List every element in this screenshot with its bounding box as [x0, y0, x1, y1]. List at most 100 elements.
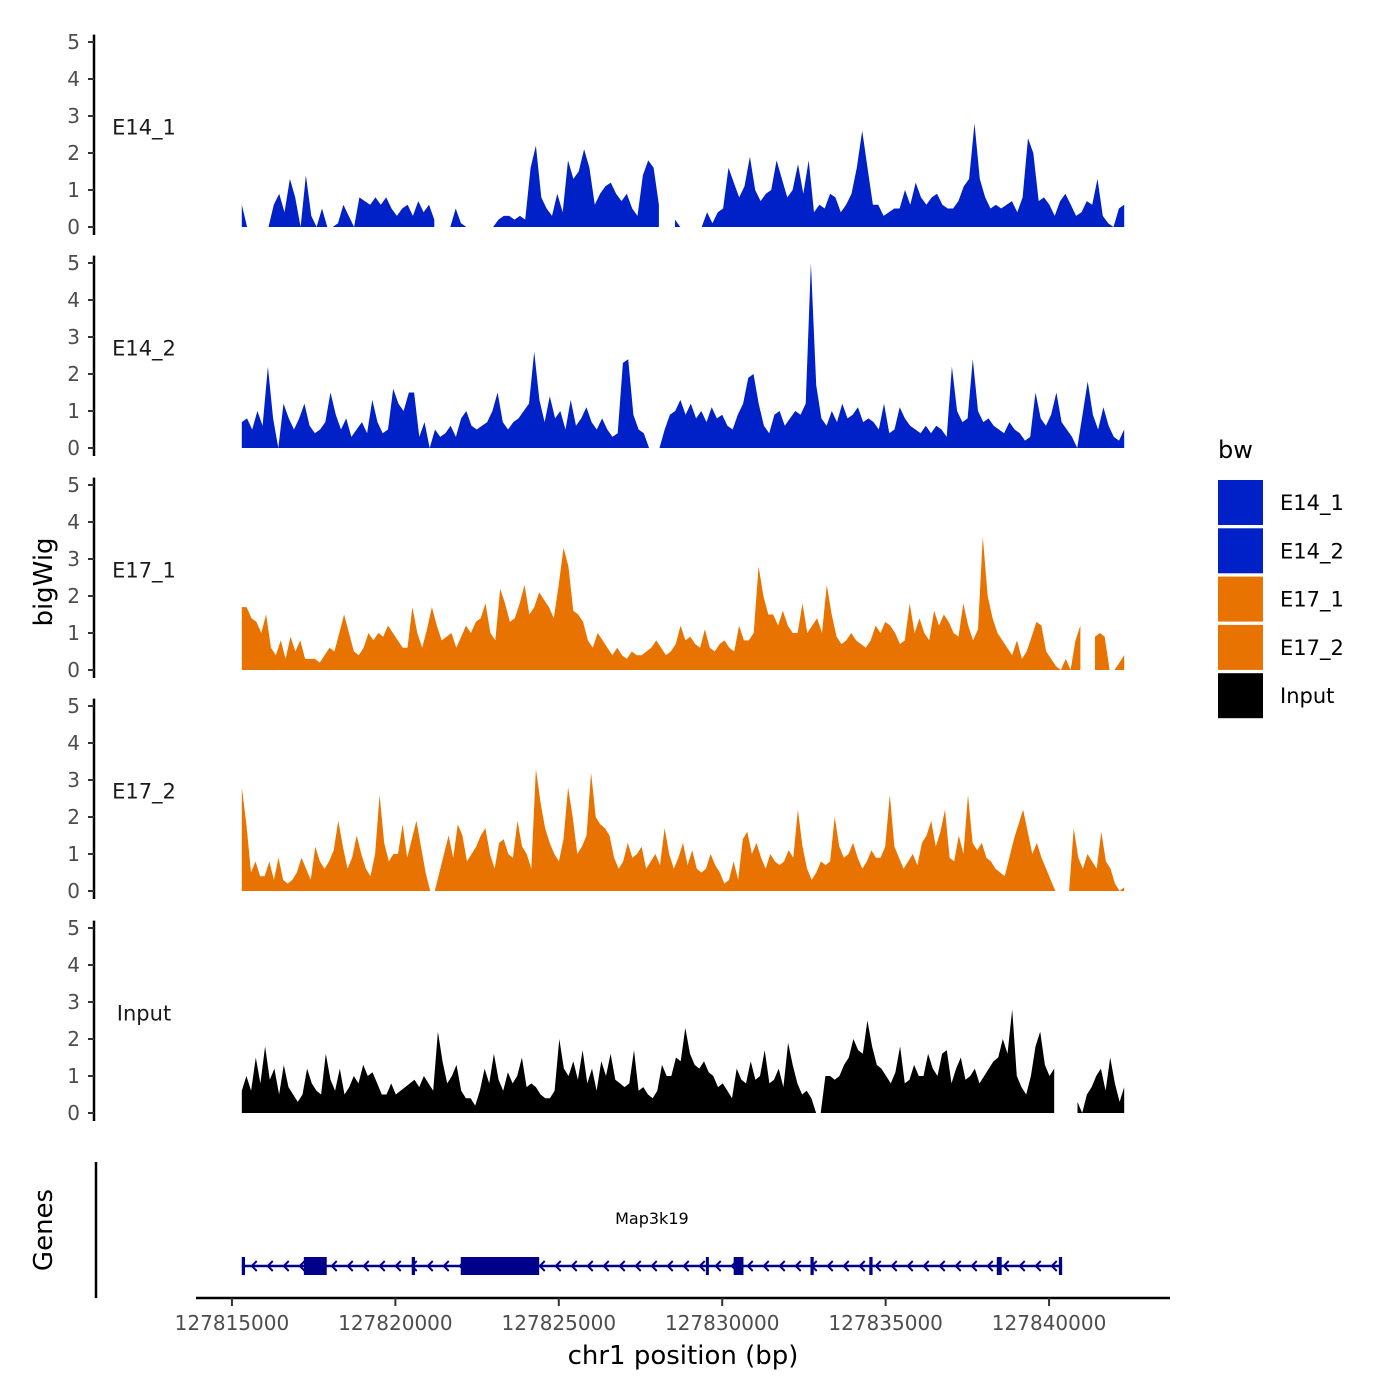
- strand-arrow: [634, 1260, 642, 1272]
- genes-track-title: Genes: [29, 1189, 59, 1271]
- strand-arrow: [874, 1260, 882, 1272]
- strand-arrow: [426, 1260, 434, 1272]
- legend-label: E14_1: [1280, 491, 1344, 516]
- strand-arrow: [282, 1260, 290, 1272]
- track-panel-e14-1: 0 1 2 3 4 5 E14_1: [67, 30, 1125, 239]
- legend: bw E14_1 E14_2 E17_1 E17_2 Input: [1218, 436, 1344, 719]
- strand-arrow: [986, 1260, 994, 1272]
- y-tick-label: 1: [67, 621, 80, 645]
- coverage-area-e14-1: [241, 175, 435, 227]
- y-tick-label: 1: [67, 842, 80, 866]
- y-tick-label: 5: [67, 916, 80, 940]
- gene-exon: [705, 1257, 709, 1275]
- genes-track: Genes Map3k19: [29, 1162, 1063, 1298]
- y-tick-label: 2: [67, 362, 80, 386]
- strand-arrow: [762, 1260, 770, 1272]
- strand-arrow: [666, 1260, 674, 1272]
- strand-arrow: [250, 1260, 258, 1272]
- strand-arrow: [794, 1260, 802, 1272]
- strand-arrow: [714, 1260, 722, 1272]
- legend-entries: E14_1 E14_2 E17_1 E17_2 Input: [1218, 480, 1344, 719]
- y-tick-label: 2: [67, 805, 80, 829]
- coverage-area-e14-1: [675, 123, 1125, 227]
- strand-arrow: [538, 1260, 546, 1272]
- legend-swatch: [1218, 576, 1263, 622]
- strand-arrow: [842, 1260, 850, 1272]
- y-tick-label: 4: [67, 510, 80, 534]
- y-tick-label: 2: [67, 584, 80, 608]
- x-tick-label: 127815000: [175, 1311, 290, 1335]
- y-tick-label: 3: [67, 547, 80, 571]
- legend-swatch: [1218, 624, 1263, 670]
- coverage-area-e17-1: [1095, 633, 1125, 670]
- coverage-area-e14-2: [241, 263, 1125, 448]
- panel-label: E17_2: [112, 780, 176, 805]
- gene-exon: [303, 1257, 327, 1275]
- x-tick-label: 127835000: [828, 1311, 943, 1335]
- y-tick-label: 2: [67, 141, 80, 165]
- legend-label: Input: [1280, 684, 1334, 708]
- x-tick-label: 127840000: [992, 1311, 1107, 1335]
- strand-arrow: [554, 1260, 562, 1272]
- y-tick-label: 3: [67, 990, 80, 1014]
- x-axis-title: chr1 position (bp): [568, 1341, 799, 1371]
- y-tick-label: 0: [67, 879, 80, 903]
- track-panel-input: 0 1 2 3 4 5 Input: [67, 916, 1125, 1125]
- gene-exon: [241, 1257, 246, 1275]
- gene-exon: [869, 1257, 873, 1275]
- strand-arrow: [938, 1260, 946, 1272]
- track-panel-e14-2: 0 1 2 3 4 5 E14_2: [67, 251, 1125, 460]
- legend-entry-input: Input: [1218, 673, 1334, 719]
- legend-title: bw: [1218, 436, 1253, 464]
- y-tick-label: 1: [67, 178, 80, 202]
- strand-arrow: [442, 1260, 450, 1272]
- legend-entry-e17-1: E17_1: [1218, 576, 1344, 622]
- strand-arrow: [826, 1260, 834, 1272]
- strand-arrow: [650, 1260, 658, 1272]
- gene-exon: [996, 1257, 1002, 1275]
- strand-arrow: [778, 1260, 786, 1272]
- y-tick-label: 3: [67, 325, 80, 349]
- legend-label: E14_2: [1280, 539, 1344, 564]
- y-tick-label: 5: [67, 473, 80, 497]
- y-axis-title: bigWig: [29, 537, 59, 626]
- strand-arrow: [618, 1260, 626, 1272]
- strand-arrow: [602, 1260, 610, 1272]
- x-axis-ticks: 127815000 127820000 127825000 127830000 1278…: [175, 1298, 1107, 1335]
- y-tick-label: 0: [67, 1101, 80, 1125]
- coverage-area-e17-1: [241, 536, 1081, 670]
- strand-arrow: [378, 1260, 386, 1272]
- x-tick-label: 127830000: [665, 1311, 780, 1335]
- coverage-area-e14-1: [450, 145, 659, 227]
- x-tick-label: 127820000: [338, 1311, 453, 1335]
- y-tick-label: 4: [67, 953, 80, 977]
- y-tick-label: 0: [67, 215, 80, 239]
- gene-exon: [1058, 1257, 1063, 1275]
- y-tick-label: 4: [67, 731, 80, 755]
- y-tick-label: 4: [67, 288, 80, 312]
- y-tick-label: 5: [67, 694, 80, 718]
- strand-arrow: [1050, 1260, 1058, 1272]
- legend-swatch: [1218, 673, 1263, 719]
- panel-label: E14_2: [112, 337, 176, 362]
- y-tick-label: 5: [67, 251, 80, 275]
- strand-arrow: [266, 1260, 274, 1272]
- track-panel-e17-1: 0 1 2 3 4 5 E17_1: [67, 473, 1125, 682]
- strand-arrow: [746, 1260, 754, 1272]
- gene-exon: [733, 1257, 744, 1275]
- x-tick-label: 127825000: [502, 1311, 617, 1335]
- legend-entry-e14-1: E14_1: [1218, 480, 1344, 525]
- y-tick-label: 5: [67, 30, 80, 54]
- strand-arrow: [970, 1260, 978, 1272]
- panel-label: E14_1: [112, 116, 176, 141]
- y-tick-label: 1: [67, 1064, 80, 1088]
- strand-arrow: [346, 1260, 354, 1272]
- gene-model: [241, 1257, 1063, 1275]
- legend-label: E17_1: [1280, 588, 1344, 613]
- legend-label: E17_2: [1280, 636, 1344, 661]
- gene-exon: [411, 1257, 415, 1275]
- strand-arrow: [1018, 1260, 1026, 1272]
- track-panel-e17-2: 0 1 2 3 4 5 E17_2: [67, 694, 1125, 903]
- legend-entry-e17-2: E17_2: [1218, 624, 1344, 670]
- strand-arrow: [906, 1260, 914, 1272]
